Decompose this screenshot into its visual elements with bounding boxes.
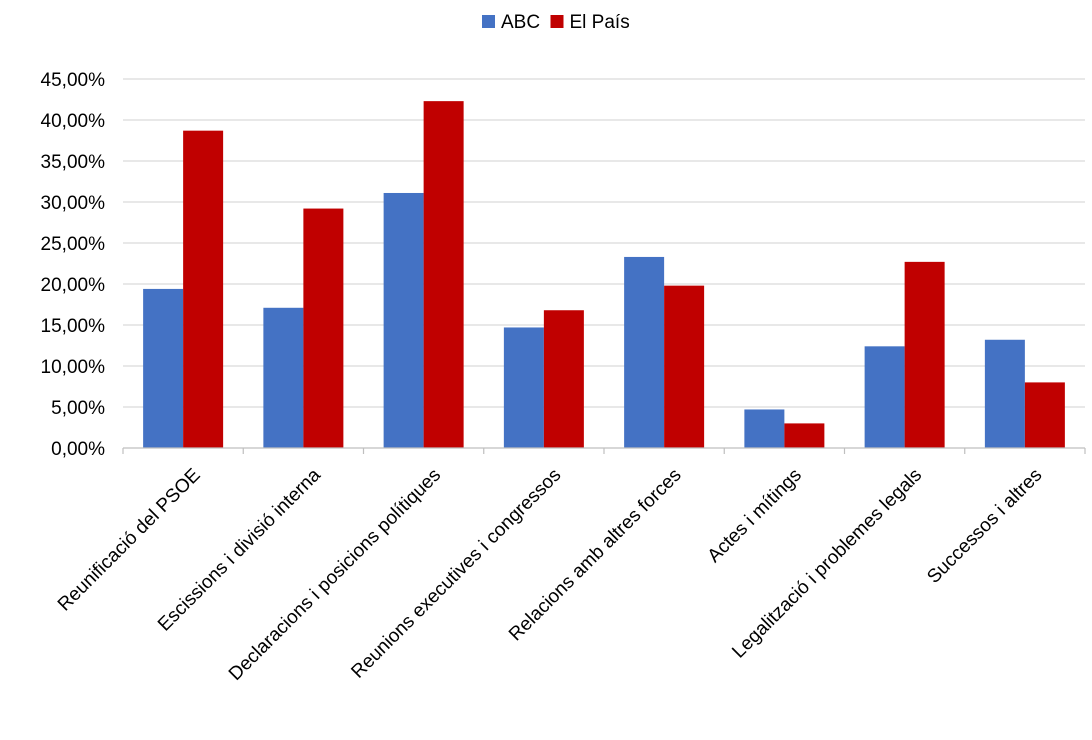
y-tick-label: 25,00% [41,234,106,255]
chart-legend: ABC El País [482,12,630,33]
legend-swatch [550,15,564,28]
x-tick-label: Actes i mítings [704,465,806,567]
bar-el-pais [543,310,584,448]
y-tick-label: 40,00% [41,111,106,132]
bar-abc [744,409,785,448]
bar-el-pais [784,423,825,448]
bar-abc [143,288,184,448]
bar-el-pais [1024,382,1065,448]
bar-el-pais [664,285,705,448]
y-tick-label: 45,00% [41,70,106,91]
y-tick-label: 20,00% [41,275,106,296]
bar-abc [503,327,544,448]
legend-label: ABC [501,12,540,33]
legend-label: El País [570,12,630,33]
y-axis: 0,00% 5,00% 10,00% 15,00% 20,00% 25,00% 30,00%… [41,70,106,460]
x-tick-label: Declaracions i posicions polítiques [225,465,445,685]
legend-swatch [482,15,495,28]
bar-el-pais [423,101,464,448]
y-tick-label: 5,00% [51,398,105,419]
bar-el-pais [904,261,945,448]
bar-abc [624,256,665,448]
y-tick-label: 10,00% [41,357,106,378]
x-tick-label: Legalització i problemes legals [728,465,926,663]
bar-abc [263,307,304,448]
x-tick-label: Reunions executives i congressos [347,465,565,683]
bar-abc [864,346,905,448]
chart-bars [143,101,1065,448]
bar-el-pais [183,130,224,448]
y-tick-label: 15,00% [41,316,106,337]
bar-abc [984,339,1025,448]
bar-abc [383,192,424,448]
x-tick-label: Successos i altres [923,465,1046,588]
bar-el-pais [303,208,344,448]
y-tick-label: 35,00% [41,152,106,173]
y-tick-label: 0,00% [51,439,105,460]
y-tick-label: 30,00% [41,193,106,214]
